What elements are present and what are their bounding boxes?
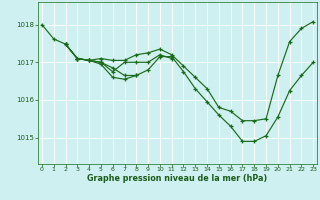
X-axis label: Graphe pression niveau de la mer (hPa): Graphe pression niveau de la mer (hPa): [87, 174, 268, 183]
